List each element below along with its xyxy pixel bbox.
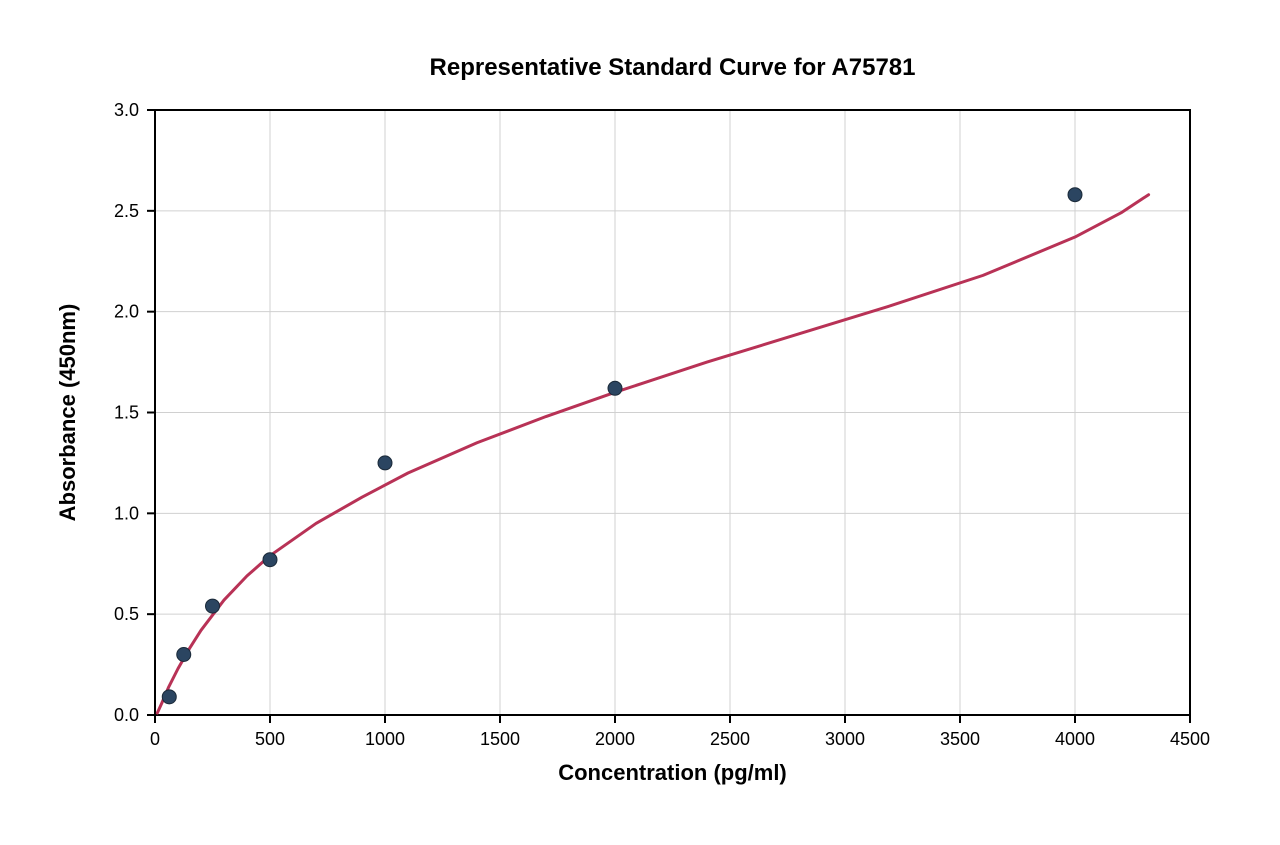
x-tick-label: 0: [150, 729, 160, 749]
y-tick-label: 1.0: [114, 503, 139, 523]
y-axis-label: Absorbance (450nm): [55, 304, 80, 522]
data-point: [162, 690, 176, 704]
chart-title: Representative Standard Curve for A75781: [430, 54, 916, 81]
y-tick-label: 0.5: [114, 604, 139, 624]
y-tick-label: 1.5: [114, 403, 139, 423]
data-point: [378, 456, 392, 470]
data-point: [206, 599, 220, 613]
x-tick-label: 3000: [825, 729, 865, 749]
x-tick-label: 2000: [595, 729, 635, 749]
x-tick-label: 1500: [480, 729, 520, 749]
x-tick-label: 4000: [1055, 729, 1095, 749]
data-point: [608, 381, 622, 395]
chart-container: 0 500 1000 1500 2000 2500 3000 3500 4000 4500 0.0 0…: [0, 0, 1280, 845]
data-point: [177, 648, 191, 662]
chart-background: [0, 0, 1280, 845]
x-tick-label: 3500: [940, 729, 980, 749]
y-tick-label: 2.5: [114, 201, 139, 221]
standard-curve-chart: 0 500 1000 1500 2000 2500 3000 3500 4000 4500 0.0 0…: [0, 0, 1280, 845]
x-axis-label: Concentration (pg/ml): [558, 760, 787, 785]
y-tick-label: 0.0: [114, 705, 139, 725]
x-tick-label: 500: [255, 729, 285, 749]
x-tick-label: 2500: [710, 729, 750, 749]
data-point: [1068, 188, 1082, 202]
x-tick-label: 1000: [365, 729, 405, 749]
data-point: [263, 553, 277, 567]
x-tick-label: 4500: [1170, 729, 1210, 749]
y-tick-label: 2.0: [114, 302, 139, 322]
y-tick-label: 3.0: [114, 100, 139, 120]
